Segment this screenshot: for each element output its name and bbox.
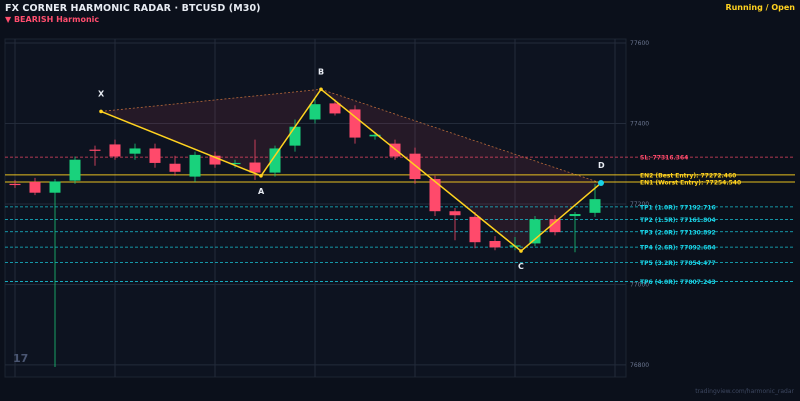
candle-bear <box>549 219 561 233</box>
pivot-label-x: X <box>98 89 105 98</box>
bcd-triangle <box>321 89 601 252</box>
candle-bull <box>309 104 321 120</box>
candle-bull <box>69 159 81 181</box>
xb-dashed-line <box>100 88 322 112</box>
candle-bull <box>569 214 581 217</box>
y-tick-label: 77000 <box>630 281 649 288</box>
candle-bear <box>29 181 41 193</box>
pivot-label-b: B <box>318 67 324 76</box>
pivot-label-a: A <box>258 187 265 196</box>
pivot-label-d: D <box>598 161 605 170</box>
candle-bull <box>369 134 381 137</box>
candle-bear <box>9 183 21 186</box>
candle-bull <box>289 126 301 146</box>
watermark-logo: 17 <box>13 352 29 365</box>
tp-level-label: TP2 (1.5R): 77161.804 <box>640 217 716 224</box>
candle-bull <box>589 199 601 213</box>
candle-bull <box>229 162 241 165</box>
y-tick-label: 77600 <box>630 40 649 47</box>
candle-bear <box>469 216 481 243</box>
candle-bull <box>269 148 281 173</box>
candle-bear <box>429 179 441 212</box>
tp-level-label: TP4 (2.6R): 77092.684 <box>640 245 716 252</box>
candle-bear <box>349 109 361 138</box>
candle-bear <box>109 144 121 157</box>
bd-dashed-line <box>320 88 602 184</box>
y-tick-label: 77200 <box>630 201 649 208</box>
source-credit: tradingview.com/harmonic_radar <box>695 388 794 395</box>
candle-bear <box>149 148 161 163</box>
candle-bear <box>89 149 101 151</box>
pivot-label-c: C <box>518 262 524 271</box>
candle-bear <box>169 163 181 172</box>
entry-level-label: EN1 (Worst Entry): 77254.540 <box>640 180 741 187</box>
bias-label: ▼ BEARISH Harmonic <box>5 15 100 24</box>
pivot-point-b <box>319 87 323 92</box>
tp-level-label: TP6 (4.0R): 77007.243 <box>640 279 716 286</box>
tp-level-label: TP1 (1.0R): 77192.716 <box>640 204 716 211</box>
candle-bull <box>529 219 541 244</box>
candle-bear <box>489 240 501 248</box>
pivot-point-a <box>259 174 263 178</box>
entry-level-label: EN2 (Best Entry): 77272.460 <box>640 172 736 179</box>
xab-triangle <box>101 89 321 176</box>
candle-bear <box>409 153 421 180</box>
candle-bull <box>189 154 201 177</box>
status-indicator: Running / Open <box>725 3 795 12</box>
candle-bear <box>249 162 261 173</box>
candle-bull <box>49 181 61 193</box>
candle-bull <box>129 148 141 154</box>
candle-bear <box>209 155 221 165</box>
tp-level-label: TP5 (3.2R): 77054.477 <box>640 260 716 267</box>
app-title: FX CORNER HARMONIC RADAR · BTCUSD (M30) <box>5 3 261 14</box>
pivot-point-c <box>519 249 523 253</box>
candle-bear <box>449 211 461 216</box>
pivot-point-x <box>99 109 103 114</box>
y-tick-label: 77400 <box>630 121 649 128</box>
y-tick-label: 76800 <box>630 362 649 369</box>
pivot-point-d <box>598 180 604 187</box>
tp-level-label: TP3 (2.0R): 77130.892 <box>640 229 716 236</box>
candle-bear <box>329 103 341 114</box>
sl-level-label: SL: 77316.364 <box>640 155 688 162</box>
